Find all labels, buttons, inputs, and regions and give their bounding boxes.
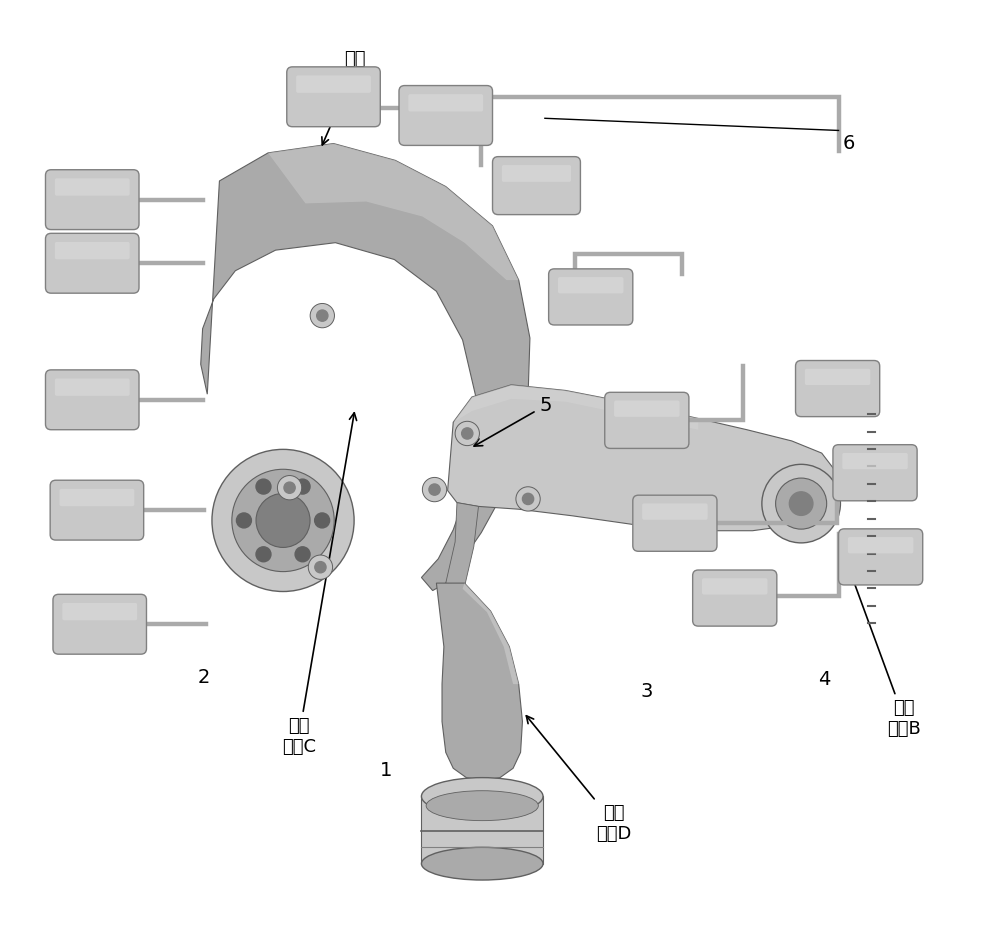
Polygon shape [453, 385, 698, 430]
FancyBboxPatch shape [45, 370, 139, 430]
FancyBboxPatch shape [558, 277, 623, 294]
FancyBboxPatch shape [50, 480, 144, 540]
FancyBboxPatch shape [55, 178, 130, 196]
FancyBboxPatch shape [287, 67, 380, 127]
Text: 5: 5 [474, 396, 552, 446]
Polygon shape [448, 385, 834, 531]
Polygon shape [446, 503, 478, 587]
FancyBboxPatch shape [45, 170, 139, 230]
FancyBboxPatch shape [805, 369, 870, 386]
Text: 特征
部位B: 特征 部位B [839, 544, 921, 738]
Circle shape [516, 487, 540, 511]
FancyBboxPatch shape [848, 537, 913, 553]
Circle shape [455, 421, 479, 446]
Circle shape [310, 304, 334, 327]
FancyBboxPatch shape [296, 75, 371, 93]
Polygon shape [268, 144, 519, 280]
FancyBboxPatch shape [62, 603, 137, 620]
FancyBboxPatch shape [614, 401, 680, 416]
FancyBboxPatch shape [839, 529, 923, 585]
FancyBboxPatch shape [60, 489, 134, 507]
Text: 特征
部位D: 特征 部位D [526, 716, 632, 842]
Text: 3: 3 [641, 682, 653, 701]
FancyBboxPatch shape [502, 165, 571, 182]
Circle shape [522, 493, 534, 505]
FancyBboxPatch shape [408, 94, 483, 112]
FancyBboxPatch shape [53, 595, 146, 654]
FancyBboxPatch shape [45, 234, 139, 294]
Circle shape [308, 555, 333, 580]
FancyBboxPatch shape [833, 445, 917, 501]
Circle shape [212, 449, 354, 592]
Circle shape [256, 493, 310, 548]
Circle shape [315, 513, 330, 528]
Circle shape [315, 562, 326, 573]
Circle shape [277, 476, 302, 500]
FancyBboxPatch shape [842, 453, 908, 469]
Polygon shape [201, 144, 530, 591]
Ellipse shape [421, 778, 543, 815]
Circle shape [284, 482, 295, 493]
Polygon shape [421, 796, 543, 864]
Circle shape [462, 428, 473, 439]
FancyBboxPatch shape [605, 392, 689, 448]
Circle shape [429, 484, 440, 495]
Text: 6: 6 [843, 134, 855, 153]
Circle shape [776, 478, 827, 529]
Circle shape [317, 310, 328, 321]
FancyBboxPatch shape [399, 85, 493, 145]
Circle shape [232, 469, 334, 571]
FancyBboxPatch shape [796, 360, 880, 416]
FancyBboxPatch shape [642, 504, 708, 520]
FancyBboxPatch shape [702, 578, 767, 595]
Circle shape [256, 547, 271, 562]
Ellipse shape [426, 791, 538, 821]
Circle shape [236, 513, 251, 528]
Circle shape [295, 479, 310, 494]
FancyBboxPatch shape [633, 495, 717, 552]
Circle shape [762, 464, 840, 543]
Circle shape [256, 479, 271, 494]
FancyBboxPatch shape [693, 570, 777, 627]
Text: 特征
部位C: 特征 部位C [282, 413, 357, 756]
Ellipse shape [421, 847, 543, 880]
Circle shape [295, 547, 310, 562]
Text: 2: 2 [197, 668, 210, 687]
FancyBboxPatch shape [55, 378, 130, 396]
FancyBboxPatch shape [493, 157, 580, 215]
Text: 4: 4 [818, 670, 831, 688]
FancyBboxPatch shape [55, 242, 130, 259]
Circle shape [789, 492, 813, 515]
Polygon shape [463, 583, 519, 684]
Text: 特征
部位A: 特征 部位A [322, 50, 372, 144]
FancyBboxPatch shape [549, 269, 633, 325]
Polygon shape [436, 583, 522, 780]
Circle shape [422, 477, 447, 502]
Text: 1: 1 [380, 761, 392, 779]
